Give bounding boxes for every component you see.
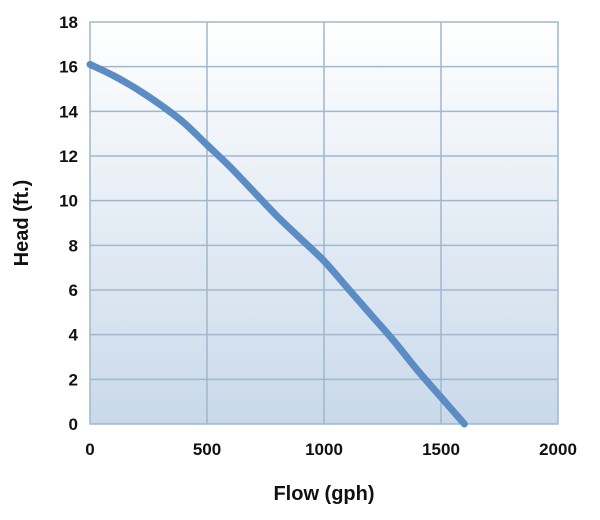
- y-tick-label: 6: [69, 281, 78, 300]
- y-tick-label: 14: [59, 102, 78, 121]
- x-axis-title: Flow (gph): [273, 483, 374, 505]
- x-tick-label: 1000: [305, 440, 343, 459]
- x-tick-label: 2000: [539, 440, 577, 459]
- y-tick-label: 8: [69, 236, 78, 255]
- y-axis-title: Head (ft.): [11, 180, 33, 267]
- x-tick-label: 500: [193, 440, 221, 459]
- x-tick-label: 0: [85, 440, 94, 459]
- y-tick-label: 12: [59, 147, 78, 166]
- x-axis-ticks: 0 500 1000 1500 2000: [85, 440, 577, 459]
- y-axis-ticks: 0 2 4 6 8 10 12 14 16 18: [59, 13, 78, 434]
- y-tick-label: 16: [59, 58, 78, 77]
- y-tick-label: 0: [69, 415, 78, 434]
- y-tick-label: 10: [59, 192, 78, 211]
- series-line: [86, 60, 468, 428]
- y-tick-label: 4: [69, 326, 79, 345]
- y-tick-label: 2: [69, 370, 78, 389]
- series-layer: [86, 60, 468, 428]
- y-tick-label: 18: [59, 13, 78, 32]
- x-tick-label: 1500: [422, 440, 460, 459]
